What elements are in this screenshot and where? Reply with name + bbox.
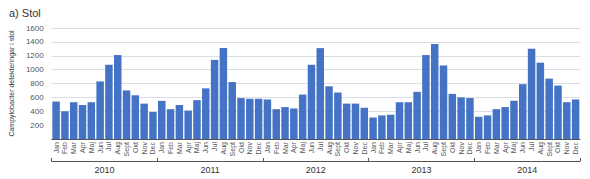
svg-text:2010: 2010	[95, 165, 115, 175]
svg-text:2012: 2012	[306, 165, 326, 175]
svg-text:400: 400	[30, 107, 44, 116]
svg-text:Dec: Dec	[466, 142, 473, 155]
svg-text:Okt: Okt	[132, 142, 139, 153]
svg-text:Jun: Jun	[308, 142, 315, 153]
svg-text:1600: 1600	[26, 24, 44, 33]
svg-text:Jul: Jul	[105, 142, 112, 151]
svg-text:Sept: Sept	[229, 142, 237, 156]
svg-text:Nov: Nov	[458, 142, 465, 155]
svg-text:Maj: Maj	[405, 142, 413, 154]
svg-text:Maj: Maj	[193, 142, 201, 154]
svg-text:Jan: Jan	[370, 142, 377, 153]
svg-text:Okt: Okt	[449, 142, 456, 153]
svg-text:Mar: Mar	[70, 141, 77, 154]
svg-text:Sept: Sept	[440, 142, 448, 156]
svg-text:800: 800	[30, 79, 44, 88]
svg-text:Jan: Jan	[158, 142, 165, 153]
svg-text:Apr: Apr	[79, 141, 87, 153]
svg-text:Campylobacter detekteringar i: Campylobacter detekteringar i stol	[8, 30, 16, 137]
svg-text:Jan: Jan	[264, 142, 271, 153]
svg-text:Nov: Nov	[563, 142, 570, 155]
svg-text:Jun: Jun	[97, 142, 104, 153]
svg-text:1200: 1200	[26, 51, 44, 60]
svg-text:600: 600	[30, 93, 44, 102]
svg-text:Jun: Jun	[414, 142, 421, 153]
svg-text:2011: 2011	[201, 165, 220, 175]
svg-text:2014: 2014	[517, 165, 537, 175]
svg-text:a) Stol: a) Stol	[9, 7, 41, 19]
svg-text:Feb: Feb	[167, 142, 174, 154]
svg-text:Aug: Aug	[431, 142, 439, 155]
svg-text:Jul: Jul	[528, 142, 535, 151]
svg-text:Feb: Feb	[61, 142, 68, 154]
svg-text:Okt: Okt	[554, 142, 561, 153]
svg-text:Aug: Aug	[326, 142, 334, 155]
svg-text:Aug: Aug	[220, 142, 228, 155]
svg-text:Sept: Sept	[334, 142, 342, 156]
svg-text:Mar: Mar	[387, 141, 394, 154]
svg-text:2013: 2013	[411, 165, 431, 175]
svg-text:Nov: Nov	[246, 142, 253, 155]
svg-text:200: 200	[30, 121, 44, 130]
svg-text:Maj: Maj	[510, 142, 518, 154]
svg-text:Dec: Dec	[149, 142, 156, 155]
svg-text:Sept: Sept	[123, 142, 131, 156]
svg-text:Aug: Aug	[114, 142, 122, 155]
svg-text:Sept: Sept	[546, 142, 554, 156]
svg-text:Dec: Dec	[361, 142, 368, 155]
svg-text:1000: 1000	[26, 65, 44, 74]
svg-text:Jan: Jan	[475, 142, 482, 153]
svg-text:Feb: Feb	[484, 142, 491, 154]
svg-text:Nov: Nov	[141, 142, 148, 155]
svg-text:Mar: Mar	[176, 141, 183, 154]
svg-text:1400: 1400	[26, 37, 44, 46]
svg-text:Jun: Jun	[202, 142, 209, 153]
svg-text:Aug: Aug	[537, 142, 545, 155]
svg-text:Jul: Jul	[211, 142, 218, 151]
svg-text:Mar: Mar	[493, 141, 500, 154]
svg-text:Apr: Apr	[396, 141, 404, 153]
svg-text:Okt: Okt	[343, 142, 350, 153]
svg-text:Apr: Apr	[290, 141, 298, 153]
svg-text:Jul: Jul	[422, 142, 429, 151]
svg-text:Nov: Nov	[352, 142, 359, 155]
svg-text:Okt: Okt	[238, 142, 245, 153]
svg-text:Jan: Jan	[53, 142, 60, 153]
svg-text:Jul: Jul	[317, 142, 324, 151]
svg-text:Maj: Maj	[299, 142, 307, 154]
svg-text:Apr: Apr	[185, 141, 193, 153]
svg-text:Apr: Apr	[502, 141, 510, 153]
svg-text:Dec: Dec	[572, 142, 579, 155]
svg-text:Maj: Maj	[88, 142, 96, 154]
svg-text:Jun: Jun	[519, 142, 526, 153]
svg-text:Mar: Mar	[282, 141, 289, 154]
svg-text:Feb: Feb	[273, 142, 280, 154]
svg-text:Feb: Feb	[378, 142, 385, 154]
svg-text:Dec: Dec	[255, 142, 262, 155]
